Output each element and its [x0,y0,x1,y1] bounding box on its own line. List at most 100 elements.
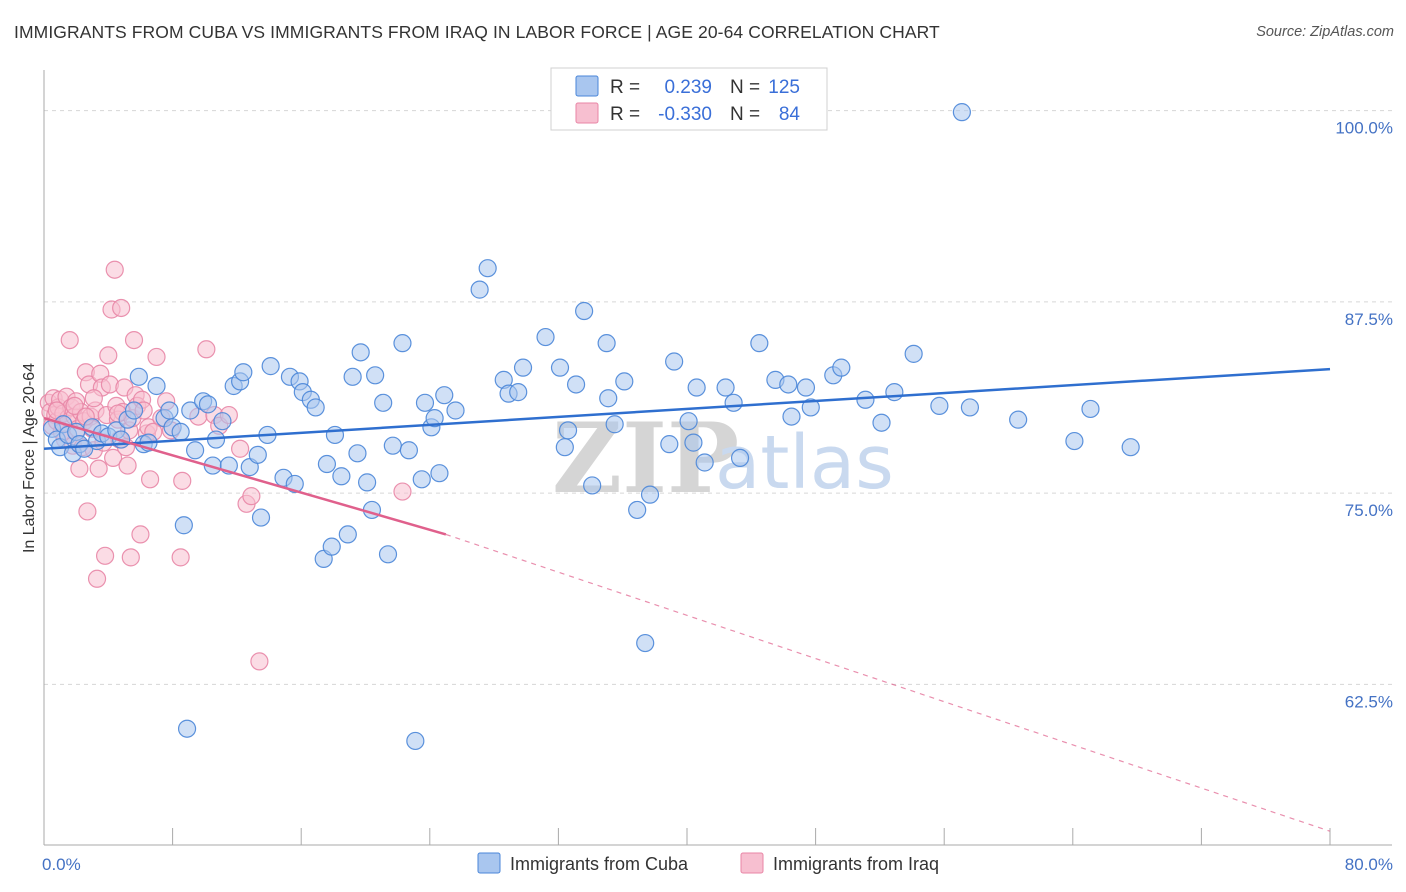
iraq-point-19 [70,459,89,478]
cuba-point-55 [343,367,362,386]
cuba-point-115 [930,396,949,415]
cuba-point-65 [399,441,419,460]
iraq-point-75 [242,487,261,506]
legend-r-label-cuba: R = [610,77,640,98]
cuba-point-105 [779,375,798,394]
cuba-point-50 [317,454,337,474]
cuba-point-52 [325,425,345,445]
cuba-point-71 [430,464,449,483]
cuba-point-73 [446,401,465,420]
y-tick-labels: 100.0% 87.5% 75.0% 62.5% [1335,119,1393,712]
cuba-point-84 [566,375,586,394]
x-tick-label-1: 80.0% [1345,855,1393,874]
cuba-point-36 [234,363,253,382]
cuba-point-87 [597,334,616,353]
iraq-point-69 [197,340,216,359]
iraq-point-30 [87,569,107,588]
iraq-point-31 [89,459,108,478]
cuba-point-57 [351,343,370,362]
iraq-point-35 [95,546,115,565]
cuba-point-101 [724,393,743,412]
cuba-point-68 [415,393,435,412]
cuba-point-120 [1081,399,1100,419]
cuba-point-98 [687,378,706,397]
cuba-point-111 [856,390,875,409]
cuba-point-64 [393,334,412,353]
y-tick-label-3: 62.5% [1345,692,1393,711]
cuba-point-95 [665,352,684,371]
legend-n-label-iraq: N = [730,104,760,125]
cuba-point-25 [174,516,193,535]
cuba-point-103 [750,334,769,353]
iraq-point-37 [99,346,118,365]
trend-line-iraq-extrapolated [445,533,1331,832]
cuba-point-79 [513,358,533,377]
cuba-point-27 [186,441,205,460]
cuba-point-17 [129,367,148,386]
gridlines [44,110,1392,685]
cuba-point-48 [306,398,325,417]
legend-n-value-iraq: 84 [779,104,801,125]
cuba-point-20 [147,376,166,396]
cuba-point-62 [378,545,398,564]
correlation-legend: R = 0.239 N = 125 R = -0.330 N = 84 [550,67,828,131]
y-tick-label-1: 87.5% [1345,310,1393,329]
iraq-point-67 [173,471,192,490]
cuba-point-82 [555,438,574,457]
cuba-point-63 [383,436,402,455]
legend-swatch-iraq [575,102,599,124]
iraq-point-78 [84,389,103,408]
series-legend: Immigrants from Cuba Immigrants from Ira… [477,852,939,874]
cuba-point-106 [782,407,801,426]
bottom-legend-label-cuba: Immigrants from Cuba [510,854,689,874]
trend-line-cuba [43,367,1331,450]
cuba-point-119 [1065,431,1084,451]
legend-swatch-cuba [575,75,599,97]
cuba-point-22 [160,401,179,420]
legend-n-value-cuba: 125 [768,77,800,98]
cuba-point-54 [338,525,357,544]
cuba-point-117 [960,398,980,417]
cuba-point-97 [684,433,703,452]
cuba-point-100 [716,378,735,397]
cuba-point-72 [435,386,454,405]
cuba-point-89 [605,415,624,434]
cuba-point-92 [636,633,655,653]
cuba-point-116 [952,103,971,122]
cuba-point-93 [640,485,660,504]
y-axis-title: In Labor Force | Age 20-64 [21,363,38,553]
cuba-point-53 [332,467,351,486]
iraq-point-56 [131,525,150,544]
chart-title: IMMIGRANTS FROM CUBA VS IMMIGRANTS FROM … [14,22,940,42]
iraq-point-66 [171,548,190,567]
bottom-legend-swatch-cuba [477,852,501,874]
x-tick-label-0: 0.0% [42,855,81,874]
cuba-point-114 [904,344,923,363]
cuba-point-113 [885,383,904,402]
cuba-point-94 [660,435,679,454]
iraq-point-62 [147,347,166,367]
cuba-point-75 [478,259,497,278]
cuba-point-61 [374,393,393,412]
iraq-point-61 [140,470,160,489]
source-credit: Source: ZipAtlas.com [1256,24,1394,40]
x-ticks [172,828,1331,845]
cuba-point-96 [679,412,698,431]
cuba-point-78 [509,383,528,402]
iraq-point-73 [231,439,250,458]
y-tick-label-2: 75.0% [1345,501,1393,520]
cuba-point-112 [872,413,891,432]
cuba-point-83 [558,421,578,440]
iraq-point-76 [250,652,269,671]
iraq-point-53 [124,331,144,350]
cuba-point-70 [425,409,444,428]
legend-r-value-iraq: -0.330 [658,104,712,125]
cuba-point-90 [615,372,634,391]
iraq-point-77 [393,482,412,501]
cuba-point-88 [599,389,618,408]
cuba-point-99 [695,453,714,472]
cuba-point-26 [181,401,200,420]
trend-line-iraq [43,416,447,536]
trend-lines [43,367,1331,832]
